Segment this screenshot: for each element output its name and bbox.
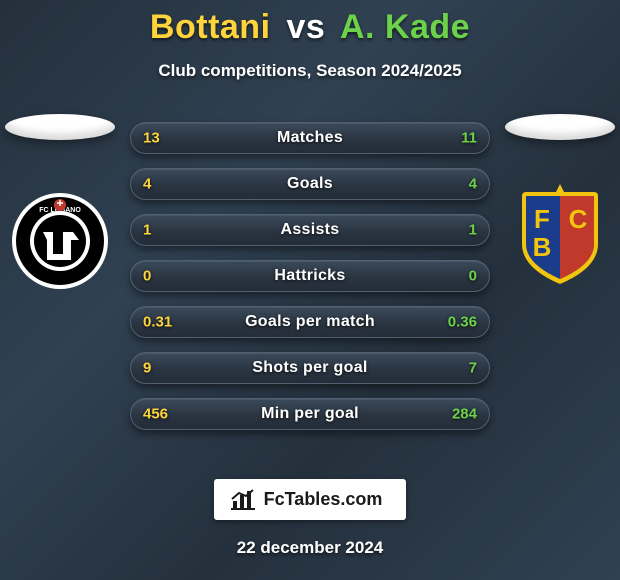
stats-column: 13 Matches 11 4 Goals 4 1 Assists 1 0 Ha… [130,122,490,430]
stat-label: Min per goal [261,405,359,423]
left-ellipse [5,114,115,140]
stat-label: Matches [277,129,343,147]
stat-p1-value: 456 [143,406,168,423]
page-title: Bottani vs A. Kade [0,0,620,47]
stat-p2-value: 0.36 [448,314,477,331]
right-ellipse [505,114,615,140]
chart-icon [230,489,256,511]
svg-text:C: C [569,204,588,234]
fc-lugano-logo: FC LUGANO [11,182,109,305]
stat-row: 4 Goals 4 [130,168,490,200]
stat-row: 9 Shots per goal 7 [130,352,490,384]
stat-p1-value: 1 [143,222,151,239]
stat-p1-value: 4 [143,176,151,193]
title-player2: A. Kade [340,8,470,46]
stat-p1-value: 9 [143,360,151,377]
date-text: 22 december 2024 [237,538,384,558]
right-side: F B C [500,112,620,299]
left-side: FC LUGANO [0,112,120,305]
stat-label: Hattricks [274,267,345,285]
title-player1: Bottani [150,8,271,46]
brand-text: FcTables.com [264,489,383,509]
stat-p2-value: 11 [461,130,477,147]
svg-text:B: B [533,232,552,262]
stat-p2-value: 0 [469,268,477,285]
stat-p1-value: 0 [143,268,151,285]
title-vs: vs [286,8,325,46]
stat-row: 456 Min per goal 284 [130,398,490,430]
stat-row: 1 Assists 1 [130,214,490,246]
comparison-card: Bottani vs A. Kade Club competitions, Se… [0,0,620,580]
stat-p2-value: 284 [452,406,477,423]
stat-p2-value: 7 [469,360,477,377]
svg-text:F: F [534,204,550,234]
subtitle: Club competitions, Season 2024/2025 [0,61,620,81]
stat-label: Shots per goal [252,359,367,377]
stat-label: Goals per match [245,313,375,331]
brand-badge: FcTables.com [214,479,407,520]
stat-p1-value: 0.31 [143,314,172,331]
footer: FcTables.com 22 december 2024 [0,479,620,558]
stat-p2-value: 1 [469,222,477,239]
stat-p2-value: 4 [469,176,477,193]
stat-row: 0 Hattricks 0 [130,260,490,292]
fc-basel-logo: F B C [516,182,604,299]
stat-label: Assists [280,221,339,239]
stat-row: 13 Matches 11 [130,122,490,154]
stat-label: Goals [287,175,333,193]
stat-row: 0.31 Goals per match 0.36 [130,306,490,338]
stat-p1-value: 13 [143,130,160,147]
